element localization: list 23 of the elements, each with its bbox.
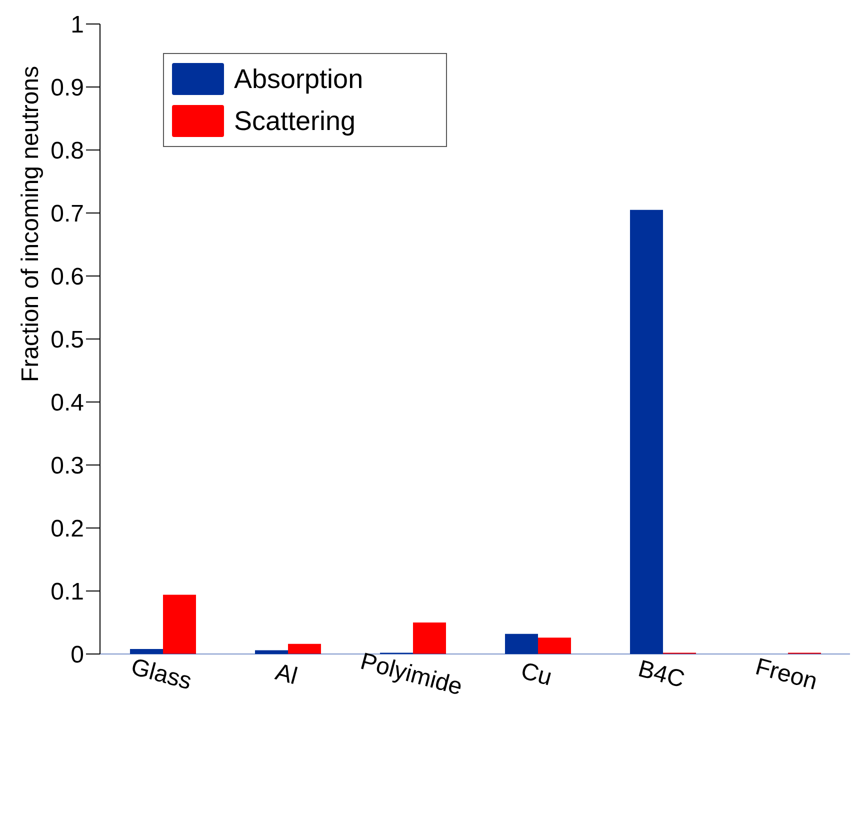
y-axis-title: Fraction of incoming neutrons: [17, 66, 44, 382]
bar: [288, 644, 321, 654]
y-tick-label: 0.1: [50, 578, 84, 606]
y-tick-label: 0.8: [50, 138, 84, 165]
legend-label: Scattering: [234, 106, 356, 136]
y-tick-label: 0.6: [50, 264, 84, 291]
bar: [413, 622, 446, 654]
y-tick-label: 0: [70, 642, 84, 669]
bar: [163, 594, 196, 654]
y-tick-label: 0.2: [50, 516, 84, 543]
y-tick-label: 1: [70, 12, 84, 39]
bar: [538, 638, 571, 654]
y-tick-label: 0.3: [50, 452, 84, 480]
x-tick-label: Al: [272, 658, 300, 690]
y-tick-label: 0.9: [50, 74, 84, 102]
x-tick-label: B4C: [635, 655, 688, 694]
x-tick-label: Glass: [128, 653, 194, 696]
y-tick-label: 0.4: [50, 390, 84, 417]
legend-label: Absorption: [234, 64, 364, 94]
x-tick-label: Cu: [518, 657, 555, 692]
y-tick-label: 0.7: [50, 200, 84, 228]
x-tick-label: Freon: [752, 653, 820, 696]
y-tick-label: 0.5: [50, 326, 84, 354]
